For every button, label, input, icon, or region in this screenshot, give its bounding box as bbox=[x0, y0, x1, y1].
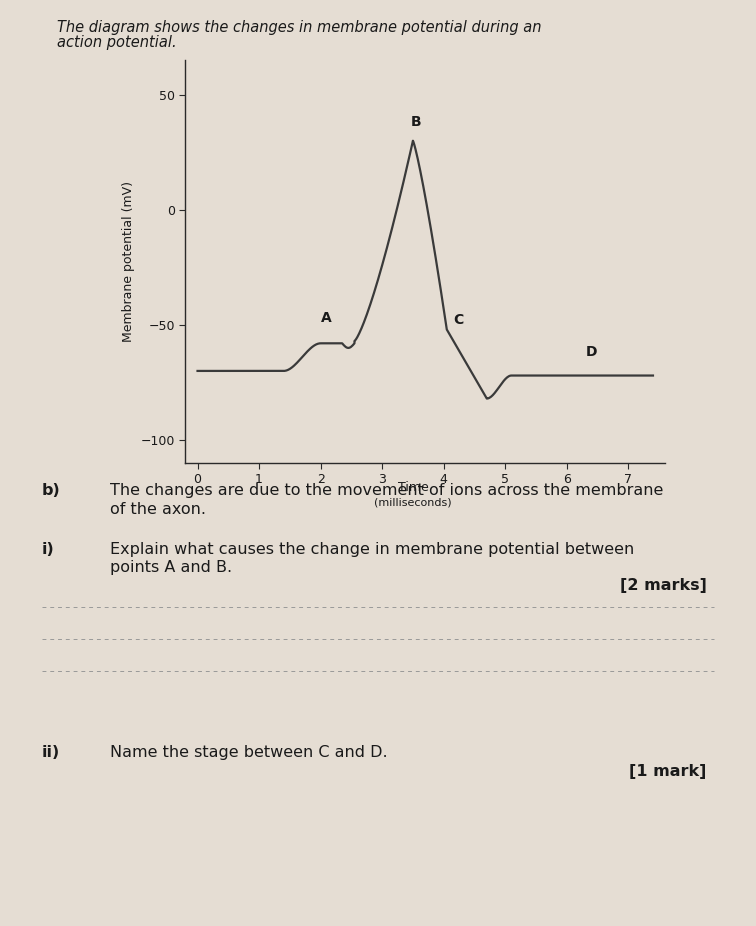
Y-axis label: Membrane potential (mV): Membrane potential (mV) bbox=[122, 181, 135, 342]
Text: [2 marks]: [2 marks] bbox=[620, 578, 707, 593]
Text: of the axon.: of the axon. bbox=[110, 502, 206, 517]
Text: Name the stage between C and D.: Name the stage between C and D. bbox=[110, 745, 387, 760]
Text: C: C bbox=[453, 313, 463, 327]
Text: Time: Time bbox=[398, 482, 429, 494]
Text: (milliseconds): (milliseconds) bbox=[374, 497, 452, 507]
Text: D: D bbox=[586, 345, 597, 359]
Text: i): i) bbox=[42, 542, 54, 557]
Text: [1 mark]: [1 mark] bbox=[630, 764, 707, 779]
Text: ii): ii) bbox=[42, 745, 60, 760]
Text: B: B bbox=[411, 115, 421, 130]
Text: The diagram shows the changes in membrane potential during an: The diagram shows the changes in membran… bbox=[57, 20, 541, 35]
Text: Explain what causes the change in membrane potential between: Explain what causes the change in membra… bbox=[110, 542, 634, 557]
Text: A: A bbox=[321, 311, 332, 325]
Text: The changes are due to the movement of ions across the membrane: The changes are due to the movement of i… bbox=[110, 483, 663, 498]
Text: b): b) bbox=[42, 483, 60, 498]
Text: action potential.: action potential. bbox=[57, 35, 176, 50]
Text: points A and B.: points A and B. bbox=[110, 560, 232, 575]
